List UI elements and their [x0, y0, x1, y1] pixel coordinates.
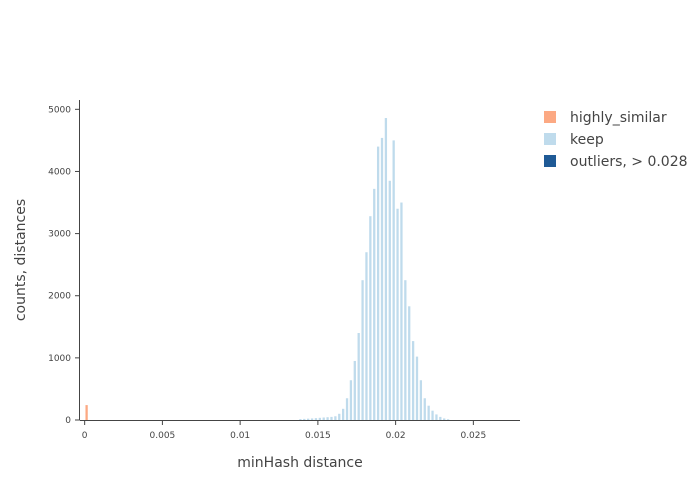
legend-item-highly-similar[interactable]: highly_similar [544, 110, 667, 126]
legend-label: highly_similar [570, 110, 667, 126]
x-tick-label: 0.02 [386, 431, 406, 441]
histogram-bar-keep [303, 418, 306, 420]
y-tick-label: 4000 [48, 167, 71, 177]
histogram-bar-highly-similar [85, 405, 88, 420]
x-tick-label: 0.005 [150, 431, 176, 441]
y-tick-label: 3000 [48, 230, 71, 240]
histogram-bar-keep [342, 408, 345, 420]
y-tick-label: 1000 [48, 354, 71, 364]
histogram-bar-keep [369, 216, 372, 420]
histogram-bar-keep [330, 416, 333, 420]
histogram-bar-keep [411, 341, 415, 420]
histogram-bar-keep [338, 413, 341, 420]
histogram-bar-keep [365, 252, 368, 420]
histogram-bar-keep [404, 280, 407, 420]
histogram-bar-keep [326, 417, 329, 420]
histogram-bar-keep [439, 416, 442, 420]
histogram-bar-keep [299, 419, 302, 420]
legend-swatch [544, 155, 556, 167]
x-tick-label: 0 [82, 431, 88, 441]
histogram-bar-keep [396, 208, 399, 420]
y-tick-label: 0 [65, 416, 71, 426]
histogram-bar-keep [353, 360, 356, 420]
x-axis-ticks: 0 0.005 0.01 0.015 0.02 0.025 [82, 420, 486, 441]
histogram-bar-keep [392, 140, 395, 420]
histogram-bar-keep [361, 280, 364, 420]
histogram-bar-keep [431, 410, 434, 420]
histogram-bar-keep [423, 398, 426, 420]
histogram-bar-keep [419, 380, 423, 420]
y-axis-title: counts, distances [13, 199, 29, 321]
y-axis-ticks: 0 1000 2000 3000 4000 5000 [48, 105, 80, 426]
histogram-bar-keep [318, 417, 321, 420]
x-tick-label: 0.025 [460, 431, 486, 441]
x-axis-title: minHash distance [237, 455, 362, 471]
histogram-bar-keep [400, 202, 403, 420]
histogram-bar-keep [307, 418, 310, 420]
bars-layer [85, 118, 450, 421]
legend-swatch [544, 133, 556, 145]
y-tick-label: 5000 [48, 105, 71, 115]
histogram-bar-keep [435, 414, 438, 420]
legend-item-keep[interactable]: keep [544, 132, 604, 148]
histogram-bar-keep [357, 333, 360, 420]
histogram-bar-keep [443, 418, 446, 420]
histogram-bar-keep [349, 380, 353, 420]
x-tick-label: 0.015 [305, 431, 331, 441]
histogram-bar-keep [380, 137, 384, 421]
histogram-bar-keep [415, 356, 419, 420]
histogram-bar-keep [388, 180, 391, 420]
histogram-bar-keep [408, 306, 411, 420]
histogram-bar-keep [310, 418, 314, 420]
legend-label: outliers, > 0.028 [570, 154, 688, 170]
histogram-bar-keep [314, 418, 318, 420]
legend-item-outliers-0-028[interactable]: outliers, > 0.028 [544, 154, 688, 170]
histogram-bar-keep [322, 417, 325, 420]
histogram-bar-keep [373, 188, 376, 420]
legend-label: keep [570, 132, 604, 148]
legend-swatch [544, 111, 556, 123]
y-tick-label: 2000 [48, 292, 71, 302]
histogram-bar-keep [345, 398, 349, 420]
histogram-bar-keep [376, 146, 380, 421]
histogram-bar-keep [427, 405, 430, 420]
x-tick-label: 0.01 [230, 431, 250, 441]
histogram-bar-keep [384, 118, 388, 421]
histogram-bar-keep [334, 416, 337, 420]
histogram-bar-keep [446, 419, 450, 420]
